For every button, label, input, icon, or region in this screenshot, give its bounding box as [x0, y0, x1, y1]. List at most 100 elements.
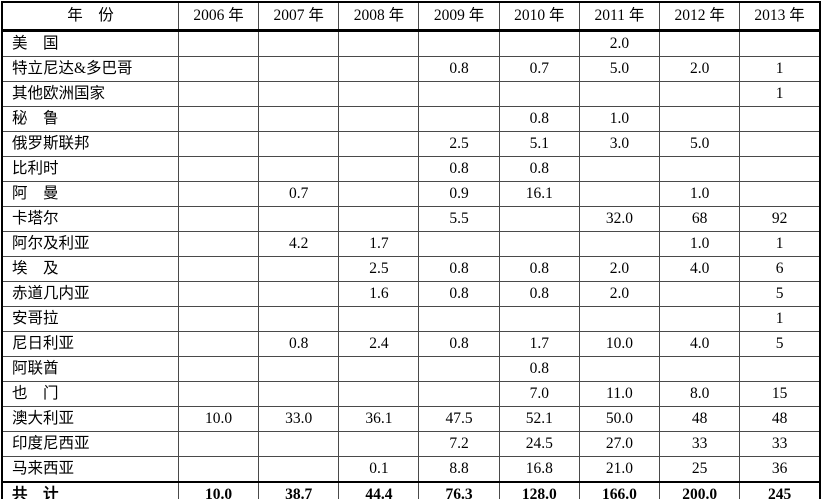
value-cell — [418, 306, 500, 332]
value-cell: 1.6 — [338, 281, 420, 307]
value-cell: 33 — [659, 431, 741, 457]
value-cell: 52.1 — [498, 406, 580, 432]
value-cell — [338, 206, 420, 232]
value-cell — [177, 231, 260, 257]
value-cell: 0.8 — [258, 331, 340, 357]
country-name-cell: 美 国 — [1, 30, 179, 57]
value-cell — [578, 231, 661, 257]
table-row: 阿尔及利亚 4.2 1.7 1.0 1 — [1, 231, 821, 257]
value-cell: 1 — [739, 56, 821, 82]
table-row: 俄罗斯联邦 2.5 5.1 3.0 5.0 — [1, 131, 821, 157]
value-cell: 5.5 — [418, 206, 500, 232]
value-cell — [338, 181, 420, 207]
table-row: 也 门 7.0 11.0 8.0 15 — [1, 381, 821, 407]
value-cell: 8.0 — [659, 381, 741, 407]
value-cell — [177, 456, 260, 483]
value-cell: 1.0 — [659, 231, 741, 257]
value-cell: 36 — [739, 456, 821, 483]
value-cell: 2.0 — [578, 256, 661, 282]
value-cell — [338, 106, 420, 132]
value-cell — [258, 431, 340, 457]
value-cell: 0.8 — [418, 281, 500, 307]
value-cell: 1.7 — [498, 331, 580, 357]
value-cell: 0.8 — [418, 56, 500, 82]
value-cell: 24.5 — [498, 431, 580, 457]
value-cell: 0.8 — [498, 156, 580, 182]
value-cell: 8.8 — [418, 456, 500, 483]
value-cell — [177, 256, 260, 282]
value-cell: 10.0 — [578, 331, 661, 357]
country-name-cell: 特立尼达&多巴哥 — [1, 56, 179, 82]
country-name-cell: 秘 鲁 — [1, 106, 179, 132]
country-name-cell: 也 门 — [1, 381, 179, 407]
table-row: 安哥拉 1 — [1, 306, 821, 332]
country-name-cell: 卡塔尔 — [1, 206, 179, 232]
table-row: 印度尼西亚 7.2 24.5 27.0 33 33 — [1, 431, 821, 457]
value-cell — [659, 81, 741, 107]
value-cell: 10.0 — [177, 406, 260, 432]
year-column-header: 2006 年 — [177, 1, 260, 32]
value-cell — [177, 106, 260, 132]
value-cell: 0.8 — [418, 256, 500, 282]
year-column-header: 2012 年 — [659, 1, 741, 32]
total-value-cell: 38.7 — [258, 481, 340, 499]
value-cell — [258, 306, 340, 332]
table-body: 美 国 2.0 特立尼达&多巴哥 0.8 0.7 5.0 2.0 1 其他欧洲国家 1 秘 鲁 0.8… — [1, 30, 821, 499]
country-name-cell: 比利时 — [1, 156, 179, 182]
table-row: 卡塔尔 5.5 32.0 68 92 — [1, 206, 821, 232]
value-cell: 5 — [739, 281, 821, 307]
value-cell: 0.9 — [418, 181, 500, 207]
value-cell — [177, 356, 260, 382]
value-cell — [338, 306, 420, 332]
value-cell — [659, 306, 741, 332]
value-cell — [177, 281, 260, 307]
value-cell: 50.0 — [578, 406, 661, 432]
value-cell: 36.1 — [338, 406, 420, 432]
value-cell — [338, 431, 420, 457]
value-cell — [338, 131, 420, 157]
value-cell — [258, 206, 340, 232]
value-cell — [739, 131, 821, 157]
value-cell — [578, 156, 661, 182]
value-cell: 1.0 — [578, 106, 661, 132]
total-value-cell: 200.0 — [659, 481, 741, 499]
value-cell — [418, 106, 500, 132]
value-cell — [418, 381, 500, 407]
value-cell: 33 — [739, 431, 821, 457]
value-cell — [578, 81, 661, 107]
value-cell — [739, 156, 821, 182]
value-cell — [177, 30, 260, 57]
value-cell: 2.5 — [418, 131, 500, 157]
value-cell: 48 — [739, 406, 821, 432]
value-cell — [418, 356, 500, 382]
value-cell: 0.7 — [258, 181, 340, 207]
value-cell: 25 — [659, 456, 741, 483]
value-cell: 4.2 — [258, 231, 340, 257]
value-cell: 6 — [739, 256, 821, 282]
value-cell: 2.5 — [338, 256, 420, 282]
value-cell — [258, 56, 340, 82]
value-cell — [338, 56, 420, 82]
value-cell: 5 — [739, 331, 821, 357]
value-cell — [659, 106, 741, 132]
value-cell: 33.0 — [258, 406, 340, 432]
value-cell — [498, 81, 580, 107]
value-cell — [739, 30, 821, 57]
table-row: 阿 曼 0.7 0.9 16.1 1.0 — [1, 181, 821, 207]
value-cell — [258, 106, 340, 132]
value-cell — [177, 206, 260, 232]
value-cell: 0.8 — [498, 106, 580, 132]
value-cell: 0.7 — [498, 56, 580, 82]
value-cell — [177, 306, 260, 332]
value-cell: 47.5 — [418, 406, 500, 432]
value-cell: 0.8 — [498, 356, 580, 382]
table-row: 澳大利亚 10.0 33.0 36.1 47.5 52.1 50.0 48 48 — [1, 406, 821, 432]
value-cell: 2.4 — [338, 331, 420, 357]
value-cell: 5.0 — [578, 56, 661, 82]
value-cell: 0.8 — [498, 281, 580, 307]
value-cell — [258, 356, 340, 382]
value-cell — [498, 30, 580, 57]
value-cell — [338, 81, 420, 107]
